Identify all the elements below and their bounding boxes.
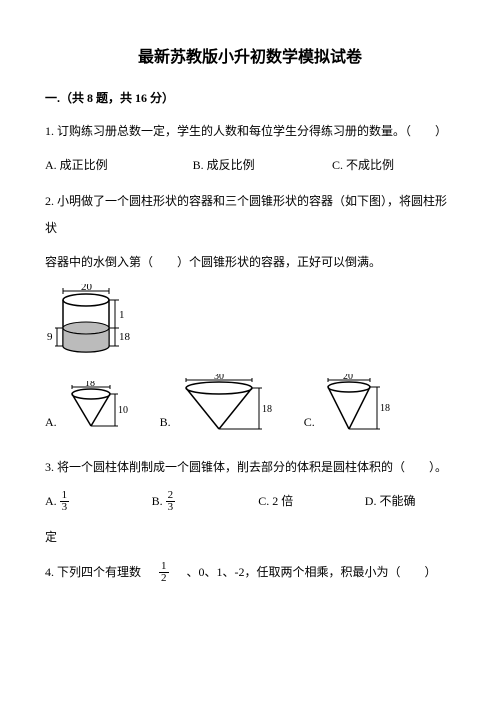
- q3-opt-a: A. 13: [45, 488, 152, 514]
- question-3: 3. 将一个圆柱体削制成一个圆锥体，削去部分的体积是圆柱体积的（ ）。: [45, 454, 455, 480]
- q2-opt-a: A. 18 10: [45, 381, 130, 436]
- cone-b-top: 30: [214, 374, 224, 382]
- question-4: 4. 下列四个有理数 12 、0、1、-2，任取两个相乘，积最小为（ ）: [45, 559, 455, 585]
- q3-opt-d-cont: 定: [45, 524, 455, 550]
- q3-a-label: A.: [45, 488, 57, 514]
- q2-opt-c-label: C.: [304, 409, 315, 435]
- q2-opt-b: B. 30 18: [160, 374, 274, 436]
- q2-opt-b-label: B.: [160, 409, 171, 435]
- q4-pre: 4. 下列四个有理数: [45, 565, 153, 579]
- section-heading: 一.（共 8 题，共 16 分）: [45, 85, 455, 111]
- cone-b-side: 18: [262, 404, 272, 415]
- q1-opt-c: C. 不成比例: [332, 152, 394, 178]
- fraction-icon: 13: [60, 490, 70, 513]
- q3-opt-d: D. 不能确: [365, 488, 416, 514]
- cyl-top-label: 20: [81, 284, 93, 293]
- q1-options: A. 成正比例 B. 成反比例 C. 不成比例: [45, 152, 455, 178]
- cone-a-top: 18: [85, 381, 95, 389]
- fraction-icon: 12: [159, 561, 169, 584]
- q2-opt-c: C. 20 18: [304, 374, 393, 436]
- cyl-upper-dim: 1: [119, 309, 125, 321]
- cone-c-side: 18: [380, 403, 390, 414]
- q3-b-label: B.: [152, 488, 163, 514]
- cyl-left-dim: 9: [47, 331, 53, 343]
- q3-opt-b: B. 23: [152, 488, 259, 514]
- question-1: 1. 订购练习册总数一定，学生的人数和每位学生分得练习册的数量。（ ）: [45, 118, 455, 144]
- question-2-line1: 2. 小明做了一个圆柱形状的容器和三个圆锥形状的容器（如下图），将圆柱形状: [45, 188, 455, 241]
- question-2-line2: 容器中的水倒入第（ ）个圆锥形状的容器，正好可以倒满。: [45, 249, 455, 275]
- cylinder-figure: 20 1 18 9: [45, 284, 455, 364]
- q3-opt-c: C. 2 倍: [258, 488, 365, 514]
- cyl-lower-dim: 18: [119, 331, 131, 343]
- page-title: 最新苏教版小升初数学模拟试卷: [45, 40, 455, 75]
- q1-opt-b: B. 成反比例: [193, 152, 332, 178]
- cone-a-side: 10: [118, 405, 128, 416]
- cone-options: A. 18 10 B. 30: [45, 374, 455, 436]
- cone-c-top: 20: [343, 374, 353, 382]
- q1-opt-a: A. 成正比例: [45, 152, 193, 178]
- q2-opt-a-label: A.: [45, 409, 57, 435]
- q3-options: A. 13 B. 23 C. 2 倍 D. 不能确: [45, 488, 455, 514]
- fraction-icon: 23: [166, 490, 176, 513]
- q4-post: 、0、1、-2，任取两个相乘，积最小为（ ）: [175, 565, 437, 579]
